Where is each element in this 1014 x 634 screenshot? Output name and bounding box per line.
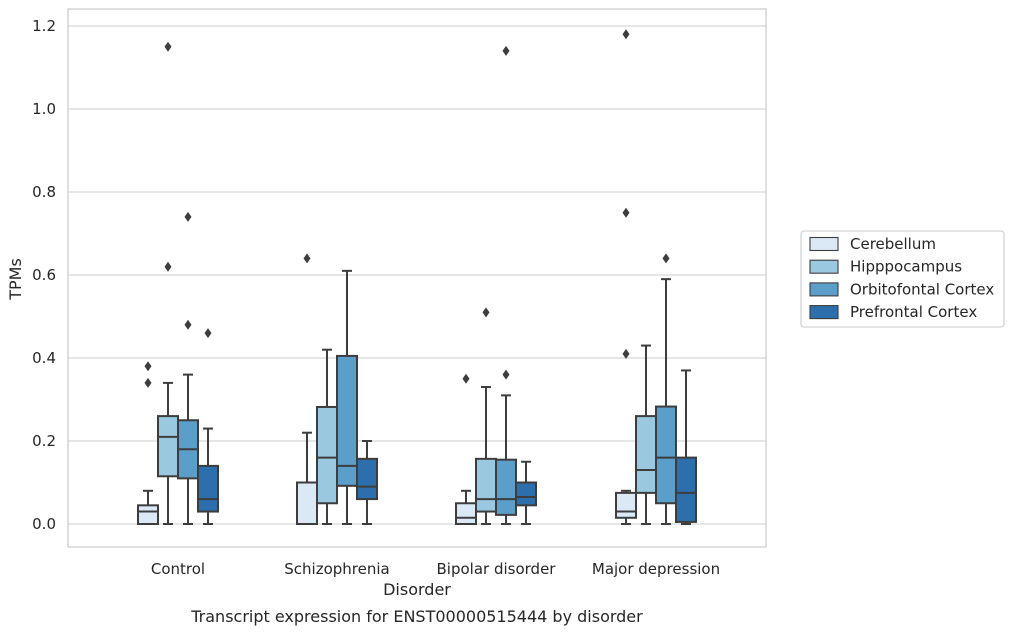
box-prefrontal-cortex bbox=[515, 460, 537, 525]
x-tick-labels: Control Schizophrenia Bipolar disorder Majo… bbox=[151, 560, 720, 578]
box-orbitofontal-cortex bbox=[336, 269, 358, 525]
outlier-point bbox=[622, 348, 630, 359]
box-orbitofontal-cortex bbox=[655, 253, 677, 525]
plot-frame bbox=[67, 8, 767, 548]
box-cerebellum bbox=[615, 29, 637, 525]
outlier-point bbox=[164, 261, 172, 272]
box-orbitofontal-cortex bbox=[495, 45, 517, 525]
outlier-point bbox=[462, 373, 470, 384]
box bbox=[635, 415, 657, 494]
box bbox=[356, 457, 378, 501]
box-orbitofontal-cortex bbox=[177, 211, 199, 525]
outlier-point bbox=[622, 29, 630, 40]
y-tick-labels: 0.0 0.2 0.4 0.6 0.8 1.0 1.2 bbox=[32, 17, 56, 533]
x-tick-label: Major depression bbox=[592, 560, 720, 578]
box-groups bbox=[137, 29, 697, 526]
box bbox=[615, 491, 637, 519]
legend-swatch bbox=[809, 236, 839, 252]
y-tick-label: 0.4 bbox=[32, 349, 56, 367]
outlier-point bbox=[303, 253, 311, 264]
box bbox=[655, 405, 677, 505]
outlier-point bbox=[184, 211, 192, 222]
x-tick-label: Control bbox=[151, 560, 205, 578]
y-tick-label: 1.0 bbox=[32, 100, 56, 118]
box bbox=[336, 354, 358, 487]
outlier-point bbox=[144, 377, 152, 388]
box bbox=[316, 405, 338, 505]
x-tick-label: Bipolar disorder bbox=[437, 560, 557, 578]
box-hipppocampus bbox=[157, 41, 179, 525]
legend-swatch bbox=[809, 259, 839, 274]
y-tick-label: 0.6 bbox=[32, 266, 56, 284]
outlier-point bbox=[502, 45, 510, 56]
outlier-point bbox=[622, 207, 630, 218]
box bbox=[675, 456, 697, 523]
box bbox=[296, 481, 318, 525]
legend-swatch bbox=[809, 305, 839, 320]
box bbox=[495, 458, 517, 516]
legend-label: Hipppocampus bbox=[850, 258, 962, 276]
legend-label: Prefrontal Cortex bbox=[850, 303, 977, 321]
legend: Cerebellum Hipppocampus Orbitofontal Corte… bbox=[800, 230, 1005, 328]
outlier-point bbox=[662, 253, 670, 264]
box-hipppocampus bbox=[635, 344, 657, 525]
outlier-point bbox=[144, 361, 152, 372]
box-prefrontal-cortex bbox=[356, 440, 378, 525]
box-cerebellum bbox=[455, 373, 477, 525]
box bbox=[515, 481, 537, 507]
y-tick-label: 1.2 bbox=[32, 17, 56, 35]
box-prefrontal-cortex bbox=[197, 328, 219, 525]
outlier-point bbox=[482, 307, 490, 318]
box-cerebellum bbox=[137, 361, 159, 526]
outlier-point bbox=[184, 319, 192, 330]
x-tick-label: Schizophrenia bbox=[284, 560, 389, 578]
box bbox=[157, 415, 179, 478]
box-hipppocampus bbox=[316, 348, 338, 525]
y-tick-label: 0.0 bbox=[32, 515, 56, 533]
x-axis-label: Disorder bbox=[383, 580, 451, 599]
outlier-point bbox=[204, 328, 212, 339]
box-prefrontal-cortex bbox=[675, 369, 697, 525]
box bbox=[197, 464, 219, 513]
box-hipppocampus bbox=[475, 307, 497, 525]
box bbox=[455, 502, 477, 525]
outlier-point bbox=[164, 41, 172, 52]
outlier-point bbox=[502, 369, 510, 380]
legend-swatch bbox=[809, 282, 839, 297]
legend-frame bbox=[800, 230, 1005, 328]
y-tick-label: 0.8 bbox=[32, 183, 56, 201]
y-axis-label: TPMs bbox=[6, 258, 25, 301]
chart-caption: Transcript expression for ENST0000051544… bbox=[190, 607, 643, 626]
box-cerebellum bbox=[296, 253, 318, 525]
box bbox=[475, 457, 497, 513]
box bbox=[137, 504, 159, 526]
legend-label: Orbitofontal Cortex bbox=[850, 280, 994, 298]
legend-label: Cerebellum bbox=[850, 235, 936, 253]
y-tick-label: 0.2 bbox=[32, 432, 56, 450]
